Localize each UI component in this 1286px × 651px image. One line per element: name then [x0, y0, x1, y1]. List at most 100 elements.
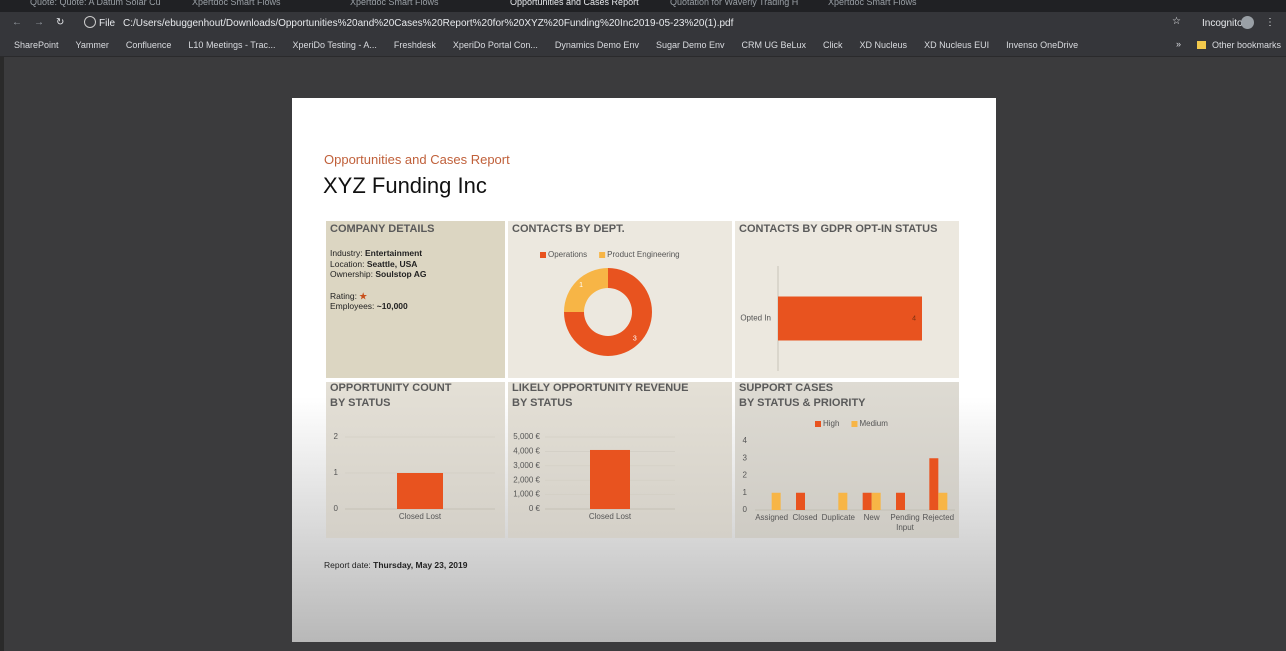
y-tick-label: 3 — [743, 453, 748, 462]
panel-title: COMPANY DETAILS — [330, 223, 435, 235]
x-tick-label: Pending Input — [890, 513, 920, 532]
detail-label: Location: — [330, 259, 365, 269]
chart: Opted In 4 — [740, 266, 922, 371]
y-tick-label: 1 — [334, 468, 339, 477]
detail-value: Entertainment — [364, 248, 423, 258]
report-date: Report date: Thursday, May 23, 2019 — [324, 560, 468, 570]
bar — [771, 492, 781, 510]
detail-label: Ownership: — [330, 269, 373, 279]
bookmarks-bar: SharePoint Yammer Confluence L10 Meetings -… — [0, 36, 1286, 57]
data-label: 4 — [912, 315, 916, 322]
y-tick-label: 5,000 € — [513, 432, 540, 441]
bookmark[interactable]: Click — [823, 40, 843, 50]
y-tick-label: 2 — [743, 471, 748, 480]
x-tick-label: Closed Lost — [588, 512, 632, 521]
bookmark[interactable]: Dynamics Demo Env — [554, 40, 639, 50]
detail-value: Seattle, USA — [366, 259, 418, 269]
y-tick-label: 2 — [334, 432, 339, 441]
chart-panel: LIKELY OPPORTUNITY REVENUE BY STATUS 0 €… — [508, 382, 732, 538]
forward-button[interactable]: → — [34, 17, 44, 28]
bookmark[interactable]: XperiDo Portal Con... — [452, 40, 538, 50]
bookmark[interactable]: XD Nucleus EUI — [924, 40, 990, 50]
report-subtitle: Opportunities and Cases Report — [324, 152, 510, 167]
y-tick-label: 0 € — [529, 504, 541, 513]
tab[interactable]: Xpertdoc Smart Flows — [350, 0, 439, 7]
y-tick-label: Opted In — [740, 314, 771, 323]
legend-swatch — [851, 421, 858, 427]
profile-icon[interactable] — [1241, 16, 1254, 29]
data-label: 3 — [633, 336, 637, 343]
panel-title: CONTACTS BY DEPT. — [512, 223, 625, 235]
tab[interactable]: Xpertdoc Smart Flows — [828, 0, 917, 7]
bookmark[interactable]: XperiDo Testing - A... — [292, 40, 377, 50]
y-tick-label: 3,000 € — [513, 461, 540, 470]
bar — [871, 492, 881, 510]
bar — [590, 449, 630, 509]
other-bookmarks[interactable]: Other bookmarks — [1212, 40, 1282, 50]
bar — [896, 492, 905, 510]
panel-title: OPPORTUNITY COUNT — [330, 382, 452, 394]
chart-panel: SUPPORT CASES BY STATUS & PRIORITY 0 1 2 3 4… — [735, 382, 959, 538]
legend-label: Medium — [859, 419, 888, 428]
panel-title: LIKELY OPPORTUNITY REVENUE — [512, 382, 689, 394]
more-bookmarks[interactable]: » — [1176, 39, 1182, 49]
bar — [778, 296, 922, 341]
bookmark[interactable]: Sugar Demo Env — [655, 40, 725, 50]
chart: 0 1 2 — [334, 432, 495, 513]
bookmark[interactable]: L10 Meetings - Trac... — [188, 40, 276, 50]
bookmark[interactable]: Yammer — [75, 40, 109, 50]
tab[interactable]: Xpertdoc Smart Flows — [192, 0, 281, 7]
url[interactable]: C:/Users/ebuggenhout/Downloads/Opportuni… — [123, 18, 734, 29]
chart: 3 1 Operations Product Engineering — [540, 250, 680, 356]
tab[interactable]: Quotation for Waverly Trading H — [670, 0, 799, 7]
company-details-panel: COMPANY DETAILS Industry: Entertainment L… — [326, 221, 505, 378]
tab-bar: Quote: Quote: A Datum Solar Cu Xpertdoc S… — [0, 0, 1286, 12]
bookmark[interactable]: Confluence — [125, 40, 172, 50]
bar — [838, 492, 848, 510]
y-tick-label: 2,000 € — [513, 475, 540, 484]
panel-title: SUPPORT CASES — [739, 382, 834, 394]
chart-panel: CONTACTS BY DEPT. 3 1 Operations Product En… — [508, 221, 732, 378]
reload-button[interactable]: ↻ — [56, 17, 65, 28]
bookmark-list: SharePoint Yammer Confluence L10 Meetings -… — [14, 40, 1078, 50]
detail-value: ~10,000 — [376, 301, 408, 311]
x-tick-label: New — [863, 513, 880, 522]
chart: 0 1 2 3 4 High Medium — [743, 419, 955, 514]
detail-value: Soulstop AG — [375, 269, 427, 279]
legend-swatch — [540, 252, 546, 258]
pdf-page: Opportunities and Cases Report XYZ Fundi… — [292, 98, 996, 642]
detail-label: Employees: — [330, 301, 375, 311]
bookmark[interactable]: Invenso OneDrive — [1006, 40, 1079, 50]
x-tick-label: Assigned — [755, 513, 789, 522]
profile[interactable]: Incognito — [1202, 18, 1243, 29]
bookmark[interactable]: XD Nucleus — [859, 40, 908, 50]
y-tick-label: 1 — [743, 488, 748, 497]
back-button[interactable]: ← — [12, 17, 22, 28]
detail-row: Industry: Entertainment — [330, 248, 422, 258]
tab[interactable]: Opportunities and Cases Report — [510, 0, 639, 7]
scheme: File — [99, 18, 116, 29]
panel-title: CONTACTS BY GDPR OPT-IN STATUS — [739, 223, 938, 235]
menu-button[interactable]: ⋮ — [1265, 17, 1275, 28]
panel-subtitle: BY STATUS & PRIORITY — [739, 397, 866, 409]
report-date-value: Thursday, May 23, 2019 — [373, 560, 468, 570]
bookmark[interactable]: SharePoint — [14, 40, 59, 50]
x-tick-label: Rejected — [922, 513, 955, 522]
legend-swatch — [599, 252, 606, 258]
legend-swatch — [815, 421, 821, 427]
detail-row: Rating: ★ — [330, 291, 367, 302]
side-strip — [0, 57, 4, 651]
tab[interactable]: Quote: Quote: A Datum Solar Cu — [30, 0, 161, 7]
chart-panel: OPPORTUNITY COUNT BY STATUS 0 1 2 Closed L… — [326, 382, 505, 538]
detail-label: Rating: — [330, 291, 357, 301]
report-date-label: Report date: — [324, 560, 371, 570]
x-tick-label: Duplicate — [821, 513, 856, 522]
data-label: 1 — [579, 282, 583, 289]
panel-subtitle: BY STATUS — [512, 397, 573, 409]
info-icon[interactable] — [84, 16, 96, 28]
detail-value: ★ — [359, 291, 367, 301]
star-button[interactable]: ☆ — [1172, 16, 1181, 27]
detail-row: Ownership: Soulstop AG — [330, 269, 427, 279]
bookmark[interactable]: CRM UG BeLux — [741, 40, 807, 50]
bookmark[interactable]: Freshdesk — [393, 40, 436, 50]
